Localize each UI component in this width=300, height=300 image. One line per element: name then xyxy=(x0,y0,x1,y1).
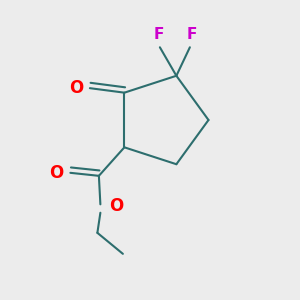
Text: F: F xyxy=(153,27,164,42)
Text: O: O xyxy=(109,197,123,215)
Text: F: F xyxy=(187,27,197,42)
Text: O: O xyxy=(69,79,83,97)
Text: O: O xyxy=(50,164,64,182)
